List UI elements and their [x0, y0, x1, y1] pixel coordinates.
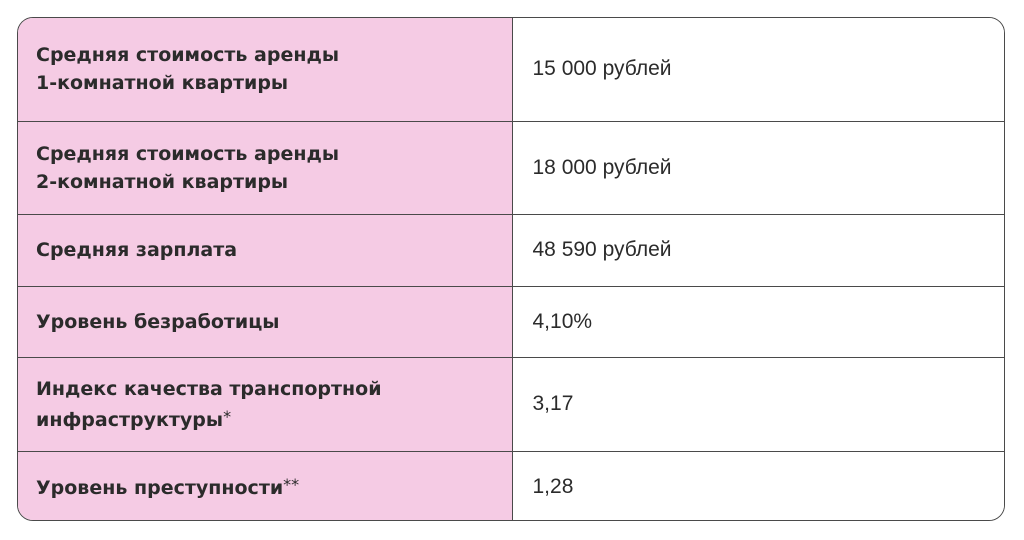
row-value: 1,28: [512, 451, 1004, 520]
stats-table: Средняя стоимость аренды 1-комнатной ква…: [18, 18, 1004, 520]
table-row: Уровень безработицы 4,10%: [18, 286, 1004, 358]
stats-table-container: Средняя стоимость аренды 1-комнатной ква…: [17, 17, 1005, 521]
row-value: 18 000 рублей: [512, 121, 1004, 215]
row-label-line1: Средняя стоимость аренды: [36, 142, 340, 165]
table-row: Уровень преступности** 1,28: [18, 451, 1004, 520]
row-label-line1: Индекс качества транспортной: [36, 377, 382, 400]
table-row: Средняя стоимость аренды 2-комнатной ква…: [18, 121, 1004, 215]
row-label: Уровень безработицы: [18, 286, 513, 358]
table-row: Средняя зарплата 48 590 рублей: [18, 214, 1004, 287]
row-value: 48 590 рублей: [512, 214, 1004, 287]
row-label: Средняя стоимость аренды 1-комнатной ква…: [18, 18, 513, 122]
row-label: Индекс качества транспортной инфраструкт…: [18, 357, 513, 452]
row-value: 15 000 рублей: [512, 18, 1004, 122]
row-label-line1: Средняя стоимость аренды: [36, 44, 340, 67]
row-label: Средняя зарплата: [18, 214, 513, 287]
footnote-mark: *: [223, 406, 232, 426]
table-row: Средняя стоимость аренды 1-комнатной ква…: [18, 18, 1004, 122]
row-label: Средняя стоимость аренды 2-комнатной ква…: [18, 121, 513, 215]
row-label-line2: 2-комнатной квартиры: [36, 170, 289, 193]
footnote-mark: **: [283, 475, 300, 495]
row-label-text: Уровень преступности: [36, 477, 284, 500]
table-row: Индекс качества транспортной инфраструкт…: [18, 357, 1004, 452]
row-label: Уровень преступности**: [18, 451, 513, 520]
row-label-line2: инфраструктуры: [36, 408, 224, 431]
row-label-line2: 1-комнатной квартиры: [36, 72, 289, 95]
row-value: 3,17: [512, 357, 1004, 452]
row-value: 4,10%: [512, 286, 1004, 358]
